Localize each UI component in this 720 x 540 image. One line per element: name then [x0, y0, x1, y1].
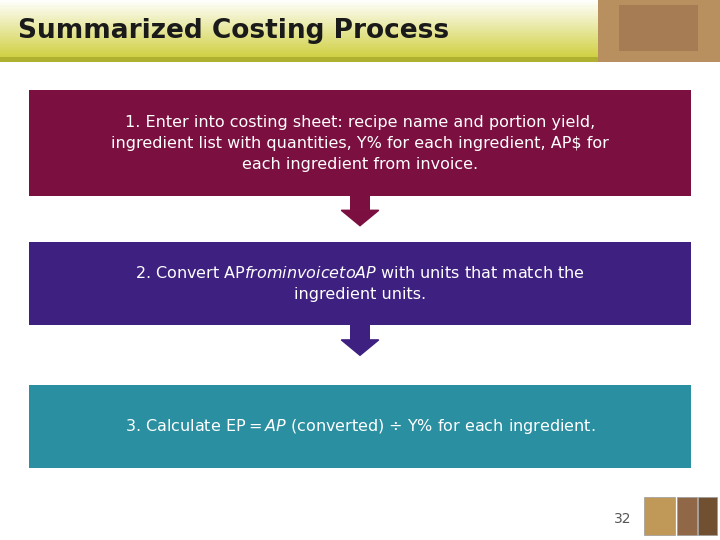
Bar: [0, 52, 598, 53]
Bar: [0, 0, 598, 1]
Bar: [0, 19, 598, 20]
Bar: [644, 497, 675, 535]
Bar: [0, 8, 598, 9]
Bar: [698, 497, 717, 535]
Bar: [0, 17, 598, 18]
Bar: [0, 32, 598, 33]
Bar: [0, 22, 598, 23]
Bar: [0, 25, 598, 26]
Bar: [0, 30, 598, 31]
Bar: [0, 57, 598, 62]
Bar: [0, 50, 598, 51]
Bar: [619, 5, 698, 51]
Bar: [0, 3, 598, 4]
Bar: [0, 55, 598, 56]
Bar: [0, 58, 598, 59]
Bar: [0, 48, 598, 49]
Bar: [0, 27, 598, 28]
Bar: [0, 15, 598, 16]
Bar: [0, 51, 598, 52]
Bar: [0, 9, 598, 10]
Bar: [0, 18, 598, 19]
Bar: [0, 53, 598, 55]
Bar: [0, 56, 598, 57]
Bar: [0, 43, 598, 44]
Bar: [0, 31, 598, 32]
Bar: [350, 325, 370, 340]
Bar: [0, 35, 598, 36]
Bar: [0, 59, 598, 60]
Bar: [29, 384, 691, 468]
Text: 3. Calculate EP$ = AP$ (converted) ÷ Y% for each ingredient.: 3. Calculate EP$ = AP$ (converted) ÷ Y% …: [125, 417, 595, 436]
Bar: [0, 2, 598, 3]
Bar: [0, 45, 598, 46]
Bar: [29, 241, 691, 325]
Bar: [0, 13, 598, 14]
Bar: [0, 46, 598, 48]
Bar: [0, 40, 598, 41]
Bar: [0, 12, 598, 13]
Bar: [0, 44, 598, 45]
Bar: [0, 57, 598, 58]
Bar: [0, 34, 598, 35]
Text: 2. Convert AP$ from invoice to AP$ with units that match the
ingredient units.: 2. Convert AP$ from invoice to AP$ with …: [135, 265, 585, 302]
Bar: [0, 7, 598, 8]
Bar: [29, 90, 691, 195]
Bar: [0, 38, 598, 39]
Bar: [0, 21, 598, 22]
Bar: [598, 0, 720, 62]
Bar: [0, 39, 598, 40]
Polygon shape: [341, 210, 379, 226]
Bar: [0, 24, 598, 25]
Bar: [0, 42, 598, 43]
Bar: [0, 20, 598, 21]
Text: 32: 32: [614, 512, 631, 526]
Bar: [0, 16, 598, 17]
Bar: [0, 10, 598, 11]
Bar: [0, 26, 598, 27]
Bar: [0, 1, 598, 2]
Text: Summarized Costing Process: Summarized Costing Process: [18, 18, 449, 44]
Bar: [0, 11, 598, 12]
Bar: [0, 29, 598, 30]
Bar: [0, 14, 598, 15]
Bar: [677, 497, 697, 535]
Bar: [0, 60, 598, 62]
Bar: [350, 195, 370, 210]
Bar: [0, 43, 598, 44]
Bar: [0, 33, 598, 34]
Polygon shape: [341, 340, 379, 355]
Bar: [0, 23, 598, 24]
Bar: [0, 37, 598, 38]
Bar: [0, 41, 598, 42]
Bar: [0, 28, 598, 29]
Bar: [0, 36, 598, 37]
Text: 1. Enter into costing sheet: recipe name and portion yield,
ingredient list with: 1. Enter into costing sheet: recipe name…: [111, 114, 609, 172]
Bar: [0, 49, 598, 50]
Bar: [0, 5, 598, 6]
Bar: [0, 6, 598, 7]
Bar: [0, 4, 598, 5]
